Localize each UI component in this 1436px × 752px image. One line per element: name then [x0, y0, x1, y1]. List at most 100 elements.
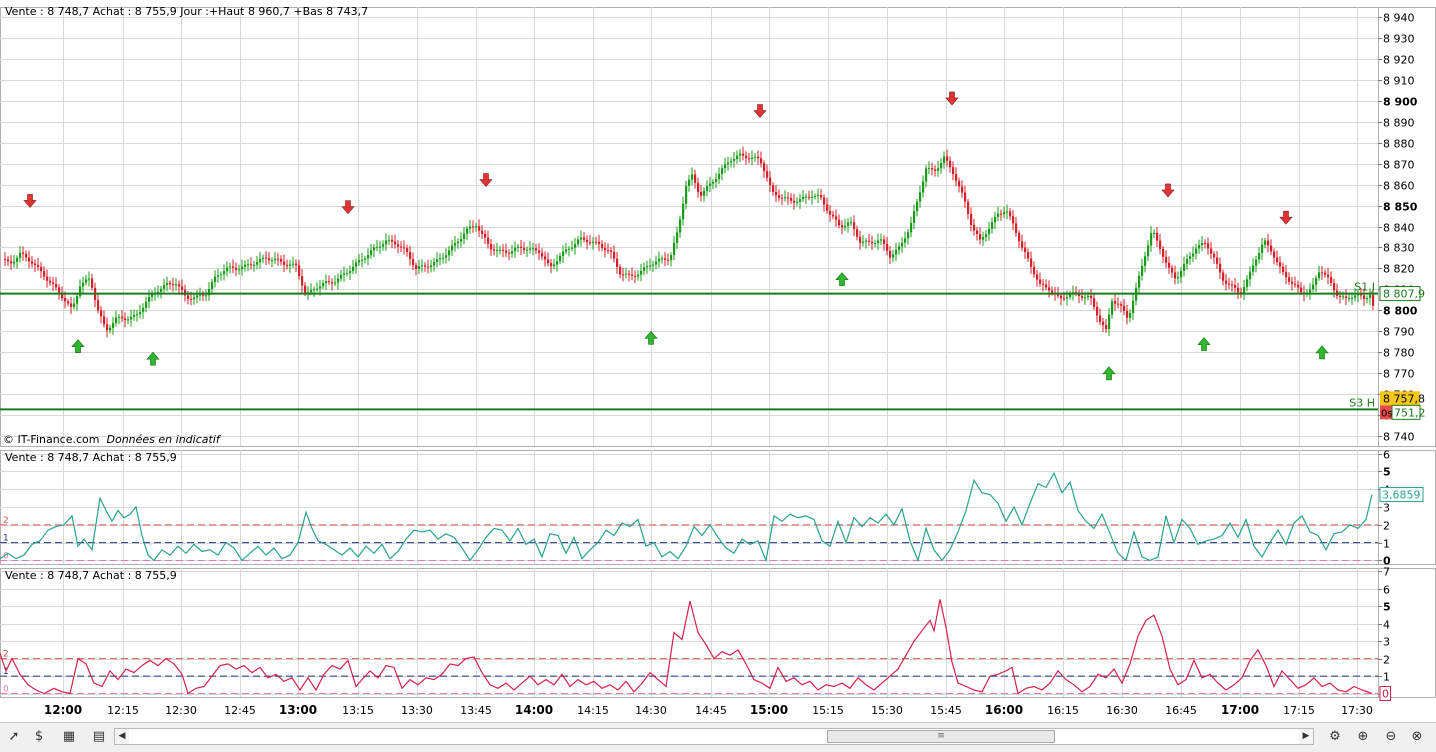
candle-body [706, 185, 709, 191]
candle-body [163, 284, 166, 289]
candle-body [1006, 211, 1009, 213]
candle-body [784, 197, 787, 199]
candle-body [247, 264, 250, 266]
sell-arrow-icon [1161, 183, 1175, 198]
candle-body [1000, 213, 1003, 215]
candle-body [1324, 272, 1327, 275]
indicators-icon[interactable]: ▤ [92, 729, 106, 744]
candle-body [364, 258, 367, 260]
candle-body [859, 236, 862, 243]
candle-body [514, 247, 517, 252]
candle-body [1012, 216, 1015, 224]
candle-body [697, 182, 700, 192]
candle-body [145, 301, 148, 308]
candle-body [823, 197, 826, 205]
scroll-right-button[interactable]: ▶ [1299, 729, 1313, 744]
y-tick-label: 8 840 [1383, 222, 1415, 235]
candle-body [781, 197, 784, 199]
candle-body [25, 253, 28, 258]
time-scrollbar[interactable]: ◀ ≡ ▶ [114, 728, 1314, 745]
candle-body [130, 316, 133, 320]
zoom-out-icon[interactable]: ⊖ [1385, 729, 1397, 744]
candle-body [1153, 232, 1156, 234]
candle-body [160, 288, 163, 292]
candle-body [667, 259, 670, 261]
candle-body [196, 295, 199, 298]
candle-body [271, 260, 274, 262]
candle-body [577, 239, 580, 245]
chart-settings-icon[interactable]: ⚙ [1329, 729, 1341, 744]
y-tick-label: 8 890 [1383, 117, 1415, 130]
candle-body [1315, 278, 1318, 285]
candle-body [799, 199, 802, 202]
candle-body [1297, 284, 1300, 288]
scroll-thumb[interactable]: ≡ [827, 730, 1055, 743]
candle-body [931, 168, 934, 170]
candle-body [607, 250, 610, 252]
candle-body [910, 222, 913, 233]
candle-body [691, 174, 694, 180]
candle-body [139, 311, 142, 315]
last-price-tag: 8 757,8 [1383, 392, 1425, 405]
candle-body [715, 179, 718, 182]
candle-body [277, 258, 280, 260]
candle-body [199, 294, 202, 296]
candle-body [1219, 263, 1222, 273]
candle-body [985, 234, 988, 238]
candle-body [646, 266, 649, 268]
candle-body [397, 244, 400, 247]
candle-body [1015, 223, 1018, 233]
candle-body [1009, 211, 1012, 217]
candle-body [1198, 245, 1201, 249]
candle-body [919, 192, 922, 202]
candle-body [766, 171, 769, 178]
candle-body [1267, 240, 1270, 246]
candle-body [739, 153, 742, 156]
candle-body [1207, 243, 1210, 249]
candle-body [1345, 296, 1348, 298]
trading-chart[interactable]: 12:00 12:15 12:30 12:45 13:00 13:15 13:30 13:45… [0, 0, 1436, 722]
candle-body [1291, 281, 1294, 284]
candle-body [907, 232, 910, 239]
calculator-icon[interactable]: ▦ [62, 729, 76, 744]
zoom-in-icon[interactable]: ⊕ [1357, 729, 1369, 744]
candle-body [1309, 289, 1312, 293]
candle-body [1369, 295, 1372, 298]
candle-body [1189, 256, 1192, 259]
candle-body [61, 292, 64, 299]
scroll-left-button[interactable]: ◀ [115, 729, 129, 744]
candle-body [901, 242, 904, 247]
candle-body [742, 153, 745, 156]
candle-body [454, 243, 457, 246]
candle-body [532, 248, 535, 250]
candle-body [478, 226, 481, 231]
candle-body [415, 265, 418, 269]
cursor-icon[interactable]: ➚ [8, 729, 20, 744]
candle-body [652, 264, 655, 266]
candle-body [67, 301, 70, 304]
candle-body [1084, 297, 1087, 299]
x-tick-label: 13:30 [401, 704, 433, 717]
candle-body [733, 158, 736, 162]
candle-body [1357, 294, 1360, 296]
zoom-reset-icon[interactable]: ⊗ [1411, 729, 1423, 744]
candle-body [700, 191, 703, 196]
candle-body [712, 181, 715, 184]
countdown-box [1380, 405, 1392, 420]
candle-body [334, 282, 337, 284]
oscillator2-line [0, 599, 1373, 695]
candle-body [760, 158, 763, 164]
candle-body [1180, 270, 1183, 278]
candle-body [265, 257, 268, 259]
candle-body [202, 294, 205, 296]
candle-body [565, 249, 568, 252]
candle-body [856, 229, 859, 237]
candle-body [865, 240, 868, 242]
candle-body [283, 261, 286, 265]
dollar-cursor-icon[interactable]: $ [34, 729, 44, 744]
candle-body [1033, 266, 1036, 275]
candle-body [262, 257, 265, 259]
candle-body [361, 259, 364, 261]
candle-body [1066, 297, 1069, 299]
candle-body [97, 300, 100, 311]
